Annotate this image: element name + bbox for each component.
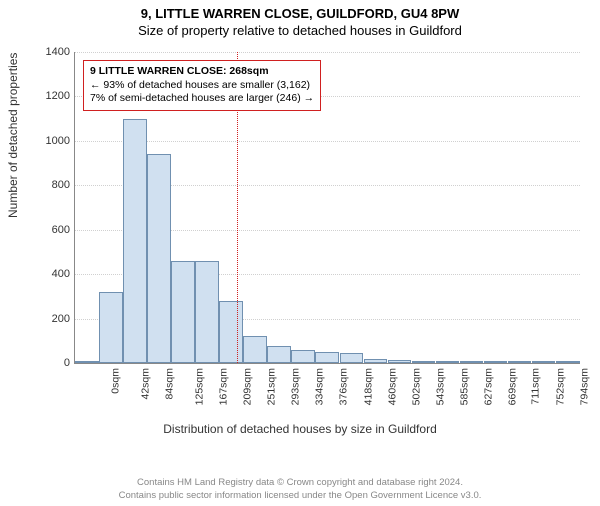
page-title: 9, LITTLE WARREN CLOSE, GUILDFORD, GU4 8… <box>0 6 600 21</box>
histogram-bar <box>219 301 243 363</box>
y-tick-label: 1200 <box>30 90 70 102</box>
footer-line2: Contains public sector information licen… <box>0 490 600 502</box>
x-tick-label: 502sqm <box>410 368 422 405</box>
x-tick-label: 167sqm <box>218 368 230 405</box>
histogram-bar <box>508 361 532 363</box>
x-tick-label: 376sqm <box>338 368 350 405</box>
x-tick-label: 209sqm <box>242 368 254 405</box>
x-tick-label: 752sqm <box>554 368 566 405</box>
histogram-bar <box>388 360 412 363</box>
histogram-bar <box>99 292 123 363</box>
annotation-box: 9 LITTLE WARREN CLOSE: 268sqm← 93% of de… <box>83 60 321 111</box>
x-tick-label: 794sqm <box>578 368 590 405</box>
x-tick-label: 627sqm <box>482 368 494 405</box>
x-tick-label: 42sqm <box>140 368 152 400</box>
histogram-bar <box>340 353 364 363</box>
annotation-line2: ← 93% of detached houses are smaller (3,… <box>90 79 314 93</box>
histogram-bar <box>436 361 460 363</box>
x-tick-label: 125sqm <box>194 368 206 405</box>
x-tick-label: 334sqm <box>314 368 326 405</box>
histogram-bar <box>291 350 315 363</box>
x-tick-label: 711sqm <box>529 368 541 405</box>
y-tick-label: 1000 <box>30 135 70 147</box>
histogram-bar <box>532 361 556 363</box>
histogram-bar <box>556 361 580 363</box>
histogram-bar <box>147 154 171 363</box>
histogram-bar <box>412 361 436 363</box>
footer-line1: Contains HM Land Registry data © Crown c… <box>0 477 600 489</box>
x-tick-label: 251sqm <box>266 368 278 405</box>
histogram-bar <box>75 361 99 363</box>
histogram-bar <box>364 359 388 363</box>
x-tick-label: 418sqm <box>362 368 374 405</box>
y-tick-label: 1400 <box>30 46 70 58</box>
plot-area: 9 LITTLE WARREN CLOSE: 268sqm← 93% of de… <box>74 52 580 364</box>
x-tick-label: 84sqm <box>164 368 176 400</box>
annotation-line3: 7% of semi-detached houses are larger (2… <box>90 92 314 106</box>
histogram-bar <box>267 346 291 363</box>
histogram-bar <box>243 336 267 363</box>
footer-attribution: Contains HM Land Registry data © Crown c… <box>0 477 600 502</box>
histogram-bar <box>195 261 219 363</box>
y-tick-label: 0 <box>30 357 70 369</box>
x-tick-label: 543sqm <box>434 368 446 405</box>
annotation-line1: 9 LITTLE WARREN CLOSE: 268sqm <box>90 65 314 79</box>
histogram-bar <box>123 119 147 363</box>
y-tick-label: 200 <box>30 313 70 325</box>
y-tick-label: 400 <box>30 268 70 280</box>
x-tick-label: 669sqm <box>506 368 518 405</box>
x-tick-label: 0sqm <box>110 368 122 394</box>
histogram-bar <box>171 261 195 363</box>
grid-line <box>75 141 580 142</box>
y-axis-label: Number of detached properties <box>6 53 20 218</box>
grid-line <box>75 52 580 53</box>
x-axis-label: Distribution of detached houses by size … <box>0 422 600 436</box>
x-tick-label: 460sqm <box>386 368 398 405</box>
page-subtitle: Size of property relative to detached ho… <box>0 23 600 38</box>
histogram-bar <box>315 352 339 363</box>
x-tick-label: 293sqm <box>290 368 302 405</box>
histogram-bar <box>484 361 508 363</box>
histogram-bar <box>460 361 484 363</box>
y-tick-label: 800 <box>30 179 70 191</box>
y-tick-label: 600 <box>30 224 70 236</box>
x-tick-label: 585sqm <box>458 368 470 405</box>
chart-container: Number of detached properties 9 LITTLE W… <box>0 44 600 444</box>
